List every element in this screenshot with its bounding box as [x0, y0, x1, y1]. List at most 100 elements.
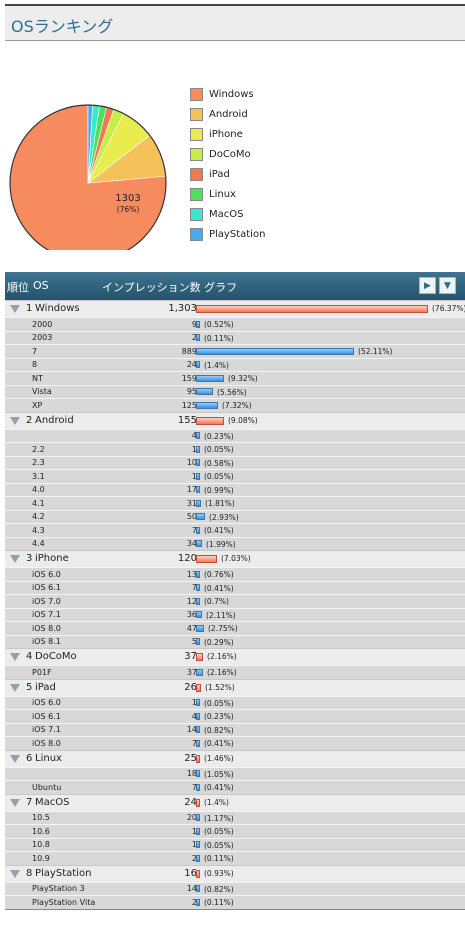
- row-percent: (0.41%): [204, 526, 234, 535]
- row-bar: [196, 555, 217, 563]
- row-percent: (0.23%): [204, 431, 234, 441]
- legend-swatch: [190, 167, 203, 181]
- row-version-name: 4.2: [32, 512, 45, 521]
- pie-outline: [9, 104, 167, 250]
- collapse-triangle-icon[interactable]: [10, 798, 20, 807]
- row-bar: [196, 814, 200, 821]
- pie-slice-percent-label: (76%): [117, 205, 140, 214]
- row-version-name: iOS 6.0: [32, 698, 61, 707]
- table-row-sub: iOS 7.0 12 (0.7%): [5, 594, 465, 608]
- row-rank: 4: [26, 651, 33, 662]
- row-version-name: 4.4: [32, 539, 45, 548]
- row-percent: (0.23%): [204, 712, 234, 721]
- row-count: 1: [191, 698, 197, 707]
- legend-label: PlayStation: [209, 228, 266, 240]
- pie-chart-svg: 1303(76%): [9, 104, 167, 250]
- row-version-name: iOS 6.0: [32, 569, 61, 579]
- row-count: 37: [186, 667, 197, 677]
- row-count: 31: [186, 498, 197, 508]
- collapse-triangle-icon[interactable]: [10, 754, 20, 763]
- collapse-triangle-icon[interactable]: [10, 305, 20, 313]
- header-graph: グラフ: [204, 281, 238, 294]
- row-count: 47: [186, 623, 197, 633]
- collapse-triangle-icon[interactable]: [10, 869, 20, 878]
- row-percent: (2.11%): [206, 610, 236, 620]
- legend-swatch: [190, 187, 203, 201]
- table-row-sub: 4.1 31 (1.81%): [5, 496, 465, 510]
- row-percent: (2.75%): [208, 624, 238, 633]
- row-bar: [196, 726, 200, 733]
- legend-label: MacOS: [209, 208, 244, 220]
- row-os-name: iPad: [35, 681, 56, 693]
- table-row-group: 3 iPhone 120 (7.03%): [5, 550, 465, 567]
- play-button[interactable]: ▶: [419, 277, 436, 294]
- row-bar: [196, 305, 428, 313]
- table-row-sub: iOS 6.1 4 (0.23%): [5, 709, 465, 723]
- row-version-name: iOS 8.0: [32, 623, 61, 633]
- chart-legend: Windows Android iPhone DoCoMo iPad Linux MacOS…: [190, 84, 300, 244]
- collapse-triangle-icon[interactable]: [10, 555, 20, 563]
- row-percent: (0.05%): [204, 698, 234, 708]
- table-row-sub: PlayStation Vita 2 (0.11%): [5, 895, 465, 909]
- row-percent: (7.03%): [221, 554, 251, 563]
- table-row-sub: P01F 37 (2.16%): [5, 665, 465, 679]
- table-row-sub: iOS 8.1 5 (0.29%): [5, 634, 465, 648]
- legend-label: iPad: [209, 168, 230, 180]
- row-version-name: 10.9: [32, 853, 50, 863]
- collapse-triangle-icon[interactable]: [10, 653, 20, 661]
- row-count: 1: [191, 826, 197, 836]
- row-count: 889: [181, 346, 197, 356]
- table-row-sub: XP 125 (7.32%): [5, 398, 465, 412]
- row-percent: (0.58%): [204, 458, 234, 468]
- table-row-sub: 10.8 1 (0.05%): [5, 837, 465, 851]
- table-row-sub: 3.1 1 (0.05%): [5, 469, 465, 483]
- row-percent: (1.46%): [204, 753, 234, 763]
- row-count: 18: [186, 769, 197, 778]
- row-bar: [196, 885, 200, 892]
- row-bar: [196, 683, 201, 692]
- row-percent: (0.11%): [204, 898, 234, 907]
- collapse-triangle-icon[interactable]: [10, 416, 20, 425]
- table-row-group: 7 MacOS 24 (1.4%): [5, 793, 465, 811]
- legend-item-ipad: iPad: [190, 164, 300, 184]
- table-row-sub: Vista 95 (5.56%): [5, 384, 465, 398]
- legend-label: Windows: [209, 88, 254, 100]
- legend-label: iPhone: [209, 128, 243, 140]
- legend-item-windows: Windows: [190, 84, 300, 104]
- row-count: 1: [191, 471, 197, 481]
- row-percent: (0.76%): [204, 570, 234, 579]
- row-rank: 2: [26, 414, 33, 426]
- row-version-name: 7: [32, 346, 38, 356]
- row-bar: [196, 499, 201, 507]
- table-row-sub: 10.5 20 (1.17%): [5, 810, 465, 824]
- row-version-name: 4.1: [32, 498, 45, 508]
- row-version-name: 10.6: [32, 826, 50, 836]
- row-count: 2: [191, 853, 197, 863]
- row-bar: [196, 486, 200, 493]
- row-count: 7: [191, 782, 197, 792]
- row-rank: 3: [26, 553, 33, 564]
- row-bar: [196, 699, 200, 706]
- collapse-all-button[interactable]: ▼: [439, 277, 456, 294]
- row-percent: (7.32%): [222, 401, 252, 410]
- row-bar: [196, 898, 200, 906]
- row-percent: (0.7%): [204, 597, 229, 606]
- row-count: 4: [191, 711, 197, 721]
- row-version-name: 10.5: [32, 813, 50, 822]
- collapse-triangle-icon[interactable]: [10, 683, 20, 692]
- header-os: OS: [33, 279, 49, 292]
- row-percent: (0.11%): [204, 333, 234, 343]
- row-version-name: iOS 8.1: [32, 637, 61, 646]
- row-count: 7: [191, 738, 197, 748]
- row-version-name: Ubuntu: [32, 782, 62, 792]
- row-count: 159: [181, 373, 197, 383]
- table-row-group: 8 PlayStation 16 (0.93%): [5, 864, 465, 882]
- table-row-sub: NT 159 (9.32%): [5, 371, 465, 385]
- legend-swatch: [190, 127, 203, 141]
- row-percent: (0.05%): [204, 840, 234, 850]
- table-row-group: 5 iPad 26 (1.52%): [5, 678, 465, 696]
- row-percent: (52.11%): [358, 347, 393, 356]
- row-bar: [196, 334, 200, 341]
- table-row-sub: iOS 6.0 13 (0.76%): [5, 567, 465, 581]
- table-body: 1 Windows 1,303 (76.37%) 2000 9 (0.52%) 2003 2 (0…: [5, 300, 465, 909]
